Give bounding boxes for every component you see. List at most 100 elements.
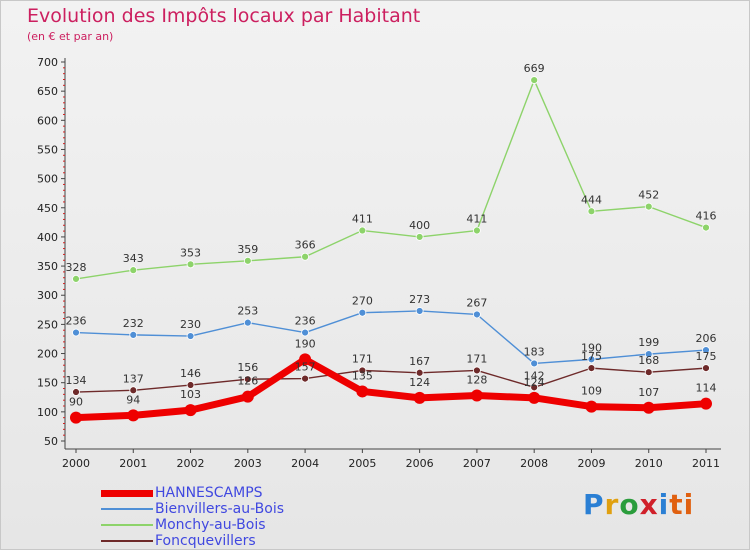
data-point <box>644 202 653 211</box>
data-point <box>70 411 82 424</box>
x-tick-label: 2005 <box>348 457 376 470</box>
y-tick-label: 700 <box>37 56 58 69</box>
data-point <box>241 390 254 403</box>
data-point <box>700 397 712 410</box>
data-label: 175 <box>581 350 602 363</box>
data-label: 128 <box>466 374 487 387</box>
data-point <box>587 364 596 373</box>
data-point <box>473 310 481 319</box>
data-label: 416 <box>696 210 717 223</box>
series-line-foncquevillers <box>75 367 707 393</box>
legend-label: Bienvillers-au-Bois <box>155 501 285 517</box>
legend-swatch <box>101 490 153 497</box>
x-tick-label: 2011 <box>692 457 720 470</box>
data-point <box>415 368 424 377</box>
data-point <box>530 76 539 84</box>
data-point <box>415 307 424 315</box>
data-label: 253 <box>237 305 258 318</box>
data-point <box>129 330 138 339</box>
data-label: 124 <box>409 376 430 389</box>
data-label: 206 <box>696 332 717 345</box>
data-point <box>358 308 367 317</box>
chart-title: Evolution des Impôts locaux par Habitant <box>27 5 421 27</box>
data-label: 167 <box>409 355 430 368</box>
chart-axes: 50 100 150 200 250 300 350 400 450 500 550 600 650 70… <box>37 56 721 470</box>
data-point <box>299 353 312 366</box>
x-tick-label: 2006 <box>406 457 434 470</box>
data-label: 444 <box>581 193 602 206</box>
data-label: 411 <box>352 213 373 226</box>
proxiti-logo: Proxiti <box>583 488 695 521</box>
y-tick-label: 250 <box>37 318 58 331</box>
data-label: 353 <box>180 246 201 259</box>
data-point <box>642 401 655 414</box>
data-label: 126 <box>237 375 258 388</box>
x-tick-label: 2001 <box>119 457 147 470</box>
data-label: 103 <box>180 388 201 401</box>
data-point <box>356 385 369 398</box>
x-tick-label: 2007 <box>463 457 491 470</box>
y-tick-label: 100 <box>37 406 58 419</box>
data-label: 267 <box>466 296 487 309</box>
data-point <box>587 207 596 216</box>
data-point <box>243 318 252 327</box>
data-point <box>186 260 195 269</box>
data-label: 157 <box>295 361 316 374</box>
data-point <box>186 381 195 389</box>
data-label: 175 <box>696 350 717 363</box>
data-point <box>72 275 80 283</box>
data-label: 452 <box>638 189 659 202</box>
data-point <box>129 266 138 275</box>
data-point <box>415 233 424 241</box>
legend-label: HANNESCAMPS <box>155 485 263 501</box>
data-label: 400 <box>409 219 430 232</box>
y-tick-label: 200 <box>37 348 58 361</box>
x-tick-label: 2004 <box>291 457 319 470</box>
data-label: 90 <box>69 396 83 409</box>
data-label: 156 <box>237 361 258 374</box>
data-point <box>413 391 426 404</box>
y-tick-label: 550 <box>37 143 58 156</box>
data-point <box>243 256 252 265</box>
data-label: 411 <box>466 213 487 226</box>
x-tick-label: 2002 <box>177 457 205 470</box>
y-tick-label: 150 <box>37 377 58 390</box>
data-labels-layer: 328 343 353 359 366 411 400 411 669 444 452 416 236 2… <box>66 62 717 409</box>
y-tick-label: 350 <box>37 260 58 273</box>
data-label: 124 <box>524 376 545 389</box>
data-label: 190 <box>295 337 316 350</box>
data-label: 114 <box>696 382 717 395</box>
x-tick-label: 2010 <box>635 457 663 470</box>
series-layer <box>70 76 712 424</box>
data-point <box>470 389 483 402</box>
legend-label: Monchy-au-Bois <box>155 517 266 533</box>
x-tick-label: 2003 <box>234 457 262 470</box>
data-point <box>644 350 653 359</box>
data-point <box>702 346 710 354</box>
y-tick-label: 650 <box>37 85 58 98</box>
data-point <box>243 375 252 384</box>
data-point <box>702 223 710 232</box>
data-point <box>530 383 539 392</box>
y-tick-label: 500 <box>37 173 58 186</box>
data-label: 137 <box>123 372 144 385</box>
data-label: 669 <box>524 62 545 75</box>
data-label: 270 <box>352 295 373 308</box>
data-label: 94 <box>126 393 140 406</box>
data-point <box>585 400 598 413</box>
data-label: 168 <box>638 354 659 367</box>
y-tick-label: 600 <box>37 114 58 127</box>
data-point <box>644 368 653 377</box>
data-label: 146 <box>180 367 201 380</box>
data-point <box>301 328 309 337</box>
data-label: 134 <box>66 374 87 387</box>
data-label: 343 <box>123 252 144 265</box>
x-tick-label: 2000 <box>62 457 90 470</box>
data-label: 109 <box>581 385 602 398</box>
y-tick-label: 450 <box>37 202 58 215</box>
data-point <box>702 364 710 373</box>
y-tick-label: 50 <box>44 435 58 448</box>
data-point <box>358 366 367 375</box>
